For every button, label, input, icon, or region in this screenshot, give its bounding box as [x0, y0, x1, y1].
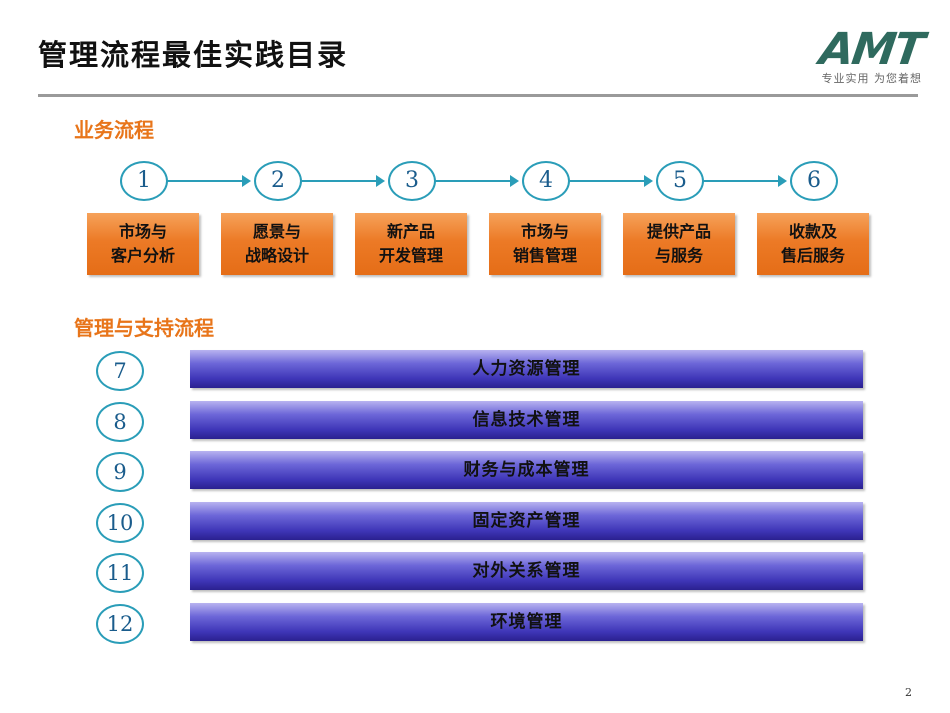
step-line: 收款及 [788, 222, 837, 241]
support-bar-environment: 环境管理 [190, 603, 863, 641]
support-bar-it: 信息技术管理 [190, 401, 863, 439]
step-box-3: 新产品 开发管理 [355, 213, 467, 275]
step-box-1: 市场与 客户分析 [87, 213, 199, 275]
page-title: 管理流程最佳实践目录 [38, 38, 349, 72]
support-bar-hr: 人力资源管理 [190, 350, 863, 388]
step-box-5: 提供产品 与服务 [623, 213, 735, 275]
step-box-4: 市场与 销售管理 [489, 213, 601, 275]
support-number-8: 8 [96, 402, 144, 442]
step-line: 市场与 [118, 222, 167, 241]
support-bar-external-relations: 对外关系管理 [190, 552, 863, 590]
step-line: 愿景与 [252, 222, 301, 241]
step-number-4: 4 [522, 161, 570, 201]
amt-logo: AMT 专业实用 为您着想 [772, 24, 926, 85]
step-number-3: 3 [388, 161, 436, 201]
support-bar-finance: 财务与成本管理 [190, 451, 863, 489]
step-number-6: 6 [790, 161, 838, 201]
flow-arrow [167, 175, 251, 187]
support-number-12: 12 [96, 604, 144, 644]
business-process-heading: 业务流程 [74, 118, 154, 142]
step-box-6: 收款及 售后服务 [757, 213, 869, 275]
step-line: 市场与 [520, 222, 569, 241]
step-line: 销售管理 [512, 246, 577, 265]
step-line: 售后服务 [780, 246, 845, 265]
page-number: 2 [905, 686, 912, 699]
flow-arrow [569, 175, 653, 187]
step-line: 战略设计 [244, 246, 309, 265]
step-line: 提供产品 [646, 222, 711, 241]
step-line: 新产品 [386, 222, 435, 241]
support-bar-fixed-assets: 固定资产管理 [190, 502, 863, 540]
support-number-7: 7 [96, 351, 144, 391]
step-line: 客户分析 [110, 246, 175, 265]
flow-arrow [703, 175, 787, 187]
step-number-2: 2 [254, 161, 302, 201]
support-number-9: 9 [96, 452, 144, 492]
flow-arrow [435, 175, 519, 187]
flow-arrow [301, 175, 385, 187]
step-box-2: 愿景与 战略设计 [221, 213, 333, 275]
step-line: 开发管理 [378, 246, 443, 265]
step-line: 与服务 [654, 246, 703, 265]
support-number-11: 11 [96, 553, 144, 593]
step-number-1: 1 [120, 161, 168, 201]
support-process-heading: 管理与支持流程 [74, 316, 214, 340]
title-divider [38, 94, 918, 97]
logo-tagline: 专业实用 为您着想 [821, 72, 922, 85]
support-number-10: 10 [96, 503, 144, 543]
step-number-5: 5 [656, 161, 704, 201]
